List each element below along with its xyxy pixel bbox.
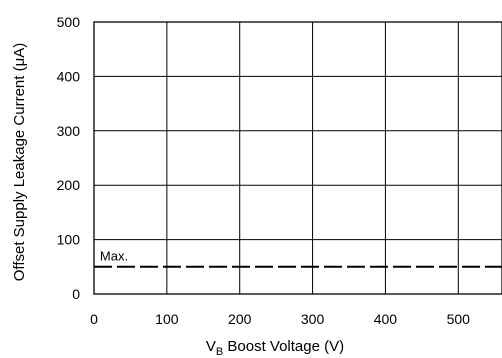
series-annotation: Max. [100, 248, 128, 263]
x-tick-label: 200 [228, 311, 252, 327]
x-tick-label: 300 [301, 311, 325, 327]
x-tick-label: 100 [155, 311, 179, 327]
plot-frame [93, 21, 502, 295]
grid [94, 22, 502, 294]
y-tick-label: 500 [57, 14, 81, 30]
x-tick-label: 0 [90, 311, 98, 327]
y-tick-label: 0 [72, 286, 80, 302]
y-tick-label: 100 [57, 232, 81, 248]
y-tick-label: 200 [57, 177, 81, 193]
x-axis-title-main: V [206, 338, 216, 355]
tick-labels: 0 100 200 300 400 500 0 100 200 300 400 500 [57, 14, 471, 327]
x-axis-title: VB Boost Voltage (V) [206, 338, 344, 358]
x-tick-label: 400 [374, 311, 398, 327]
y-axis-title: Offset Supply Leakage Current (μA) [11, 43, 28, 281]
y-tick-label: 300 [57, 123, 81, 139]
y-tick-label: 400 [57, 68, 81, 84]
x-axis-title-rest: Boost Voltage (V) [223, 338, 344, 355]
x-tick-label: 500 [447, 311, 471, 327]
x-axis-title-subscript: B [216, 346, 223, 358]
annotations: Max. [100, 248, 128, 263]
